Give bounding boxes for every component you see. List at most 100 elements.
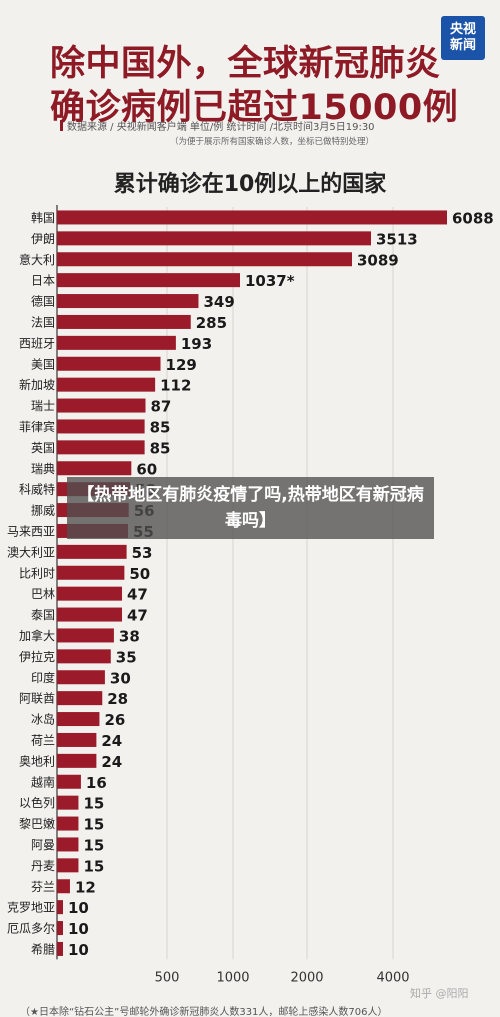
category-label: 伊朗: [31, 232, 55, 246]
value-label: 12: [75, 878, 96, 896]
value-label: 16: [86, 774, 107, 792]
watermark: 知乎 @阳阳: [410, 987, 469, 1000]
value-label: 50: [129, 565, 150, 583]
value-label: 60: [136, 460, 157, 478]
bar: [57, 586, 123, 601]
bar: [57, 210, 447, 225]
value-label: 85: [150, 439, 171, 457]
value-label: 26: [104, 711, 125, 729]
value-label: 38: [119, 627, 140, 645]
value-label: 285: [196, 314, 227, 332]
category-label: 伊拉克: [19, 649, 55, 664]
bar: [57, 774, 81, 789]
category-label: 泰国: [31, 608, 55, 622]
value-label: 28: [107, 690, 128, 708]
x-tick-label: 1000: [216, 970, 249, 985]
value-label: 129: [166, 356, 197, 374]
bar: [57, 670, 105, 685]
value-label: 47: [127, 607, 148, 625]
source-info: 数据来源 / 央视新闻客户端 单位/例 统计时间 /北京时间3月5日19:30 …: [60, 120, 460, 149]
bar: [57, 314, 191, 329]
category-label: 西班牙: [19, 336, 55, 350]
bar: [57, 231, 371, 246]
bar: [57, 252, 352, 267]
bar: [57, 649, 111, 664]
bar: [57, 921, 63, 936]
value-label: 10: [68, 920, 89, 938]
category-label: 法国: [31, 315, 55, 329]
category-label: 冰岛: [31, 712, 55, 727]
bar: [57, 544, 127, 559]
bar: [57, 356, 161, 371]
value-label: 15: [83, 816, 104, 834]
category-label: 丹麦: [31, 859, 55, 873]
logo-line1: 央视: [449, 22, 476, 37]
bar: [57, 816, 79, 831]
bar: [57, 377, 156, 392]
value-label: 35: [116, 648, 137, 666]
category-label: 巴林: [31, 587, 55, 601]
category-label: 科威特: [19, 482, 55, 497]
category-label: 意大利: [19, 252, 55, 267]
value-label: 15: [83, 836, 104, 854]
bar: [57, 941, 63, 956]
value-label: 87: [150, 398, 171, 416]
bar: [57, 398, 146, 413]
category-label: 美国: [31, 357, 55, 371]
source-line: 数据来源 / 央视新闻客户端 单位/例 统计时间 /北京时间3月5日19:30: [67, 122, 375, 133]
bar: [57, 732, 97, 747]
category-label: 瑞士: [31, 399, 55, 413]
bar: [57, 712, 100, 727]
value-label: 193: [181, 335, 212, 353]
article-title-overlay: 【热带地区有肺炎疫情了吗,热带地区有新冠病毒吗】: [67, 477, 434, 539]
value-label: 53: [132, 544, 153, 562]
value-label: 10: [68, 941, 89, 959]
value-label: 10: [68, 899, 89, 917]
chart-title: 累计确诊在10例以上的国家: [113, 172, 387, 197]
bar: [57, 837, 79, 852]
value-label: 349: [203, 293, 234, 311]
bar: [57, 440, 145, 455]
bar: [57, 419, 145, 434]
category-label: 菲律宾: [19, 419, 55, 434]
category-label: 荷兰: [31, 733, 55, 747]
bar: [57, 294, 199, 309]
category-label: 澳大利亚: [7, 545, 55, 559]
category-label: 越南: [31, 774, 55, 789]
x-tick-label: 2000: [290, 970, 323, 985]
category-label: 芬兰: [31, 880, 55, 894]
x-tick-label: 500: [155, 970, 180, 985]
category-label: 克罗地亚: [7, 901, 55, 915]
category-label: 英国: [31, 441, 55, 455]
bar: [57, 858, 79, 873]
category-label: 日本: [31, 274, 55, 288]
bar: [57, 335, 176, 350]
bar: [57, 628, 114, 643]
category-label: 新加坡: [19, 377, 55, 392]
category-label: 阿曼: [31, 838, 55, 852]
category-label: 阿联酋: [19, 691, 55, 706]
category-label: 厄瓜多尔: [7, 921, 55, 936]
category-label: 希腊: [31, 941, 55, 956]
value-label: 3513: [376, 230, 418, 248]
category-label: 比利时: [19, 566, 55, 580]
category-label: 以色列: [19, 796, 55, 810]
category-label: 马来西亚: [7, 524, 55, 538]
category-label: 黎巴嫩: [19, 817, 55, 831]
value-label: 15: [83, 795, 104, 813]
value-label: 1037*: [245, 272, 295, 290]
value-label: 30: [110, 669, 131, 687]
value-label: 6088: [452, 209, 494, 227]
bar: [57, 607, 123, 622]
bar: [57, 691, 103, 706]
footnote: （★日本除“钻石公主”号邮轮外确诊新冠肺炎人数331人，邮轮上感染人数706人）: [20, 1007, 388, 1017]
value-label: 3089: [357, 251, 399, 269]
bar: [57, 565, 125, 580]
value-label: 112: [160, 377, 191, 395]
bar: [57, 879, 70, 894]
bar: [57, 900, 63, 915]
value-label: 47: [127, 586, 148, 604]
source-marker: [60, 120, 63, 131]
bar: [57, 753, 97, 768]
category-label: 加拿大: [19, 628, 55, 643]
